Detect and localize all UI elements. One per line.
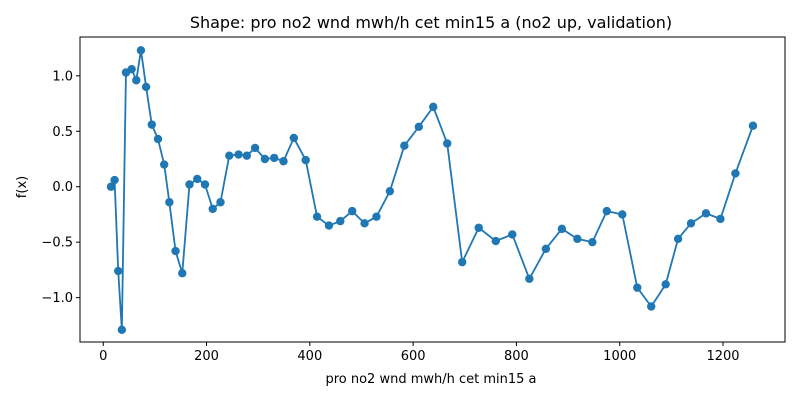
chart-title: Shape: pro no2 wnd mwh/h cet min15 a (no… (190, 13, 672, 32)
data-point (701, 209, 711, 218)
data-point (225, 151, 234, 160)
data-point (491, 236, 500, 246)
data-point (647, 302, 656, 311)
data-point (269, 153, 279, 163)
data-point (127, 64, 136, 74)
data-point (673, 234, 683, 244)
x-tick-label: 1000 (603, 349, 636, 364)
data-point (324, 221, 334, 230)
data-point (457, 257, 467, 267)
data-point (110, 175, 119, 185)
data-point (716, 214, 725, 224)
x-tick-label: 0 (99, 349, 107, 364)
x-tick-label: 800 (504, 349, 529, 364)
data-point (602, 206, 612, 216)
data-point (385, 186, 395, 196)
x-axis-label: pro no2 wnd mwh/h cet min15 a (325, 372, 536, 387)
data-point (153, 134, 163, 144)
data-point (525, 274, 534, 283)
data-point (731, 169, 740, 178)
data-point (312, 212, 322, 221)
data-point (200, 180, 210, 189)
data-point (336, 216, 345, 226)
plot-area: 0 200 400 600 800 1000 1200 −1.0 −0.5 0.0 0.5 1.0 (41, 36, 786, 364)
series-line (110, 49, 754, 331)
x-tick-label: 400 (297, 349, 322, 364)
data-point (429, 102, 438, 112)
data-point (557, 224, 567, 234)
data-point (301, 155, 310, 165)
data-point (541, 244, 551, 254)
data-point (216, 198, 225, 207)
y-tick-label: −0.5 (41, 236, 73, 251)
y-axis-label: f(x) (15, 176, 30, 198)
data-point (748, 121, 758, 130)
data-point (208, 204, 217, 214)
data-point (117, 325, 127, 334)
data-point (159, 160, 169, 169)
data-point (400, 141, 409, 150)
data-point (260, 154, 270, 164)
data-point (185, 180, 194, 189)
y-tick-label: 0.0 (52, 180, 73, 195)
data-point (360, 219, 369, 228)
x-tick-label: 1200 (706, 349, 739, 364)
y-tick-label: 1.0 (52, 69, 73, 84)
data-point (289, 133, 299, 143)
data-point (250, 143, 260, 153)
axes-frame (79, 36, 786, 343)
x-tick-label: 600 (401, 349, 426, 364)
data-point (193, 174, 202, 184)
data-point (633, 283, 642, 292)
x-tick-label: 200 (194, 349, 219, 364)
data-point (686, 219, 696, 228)
data-point (165, 198, 174, 207)
data-point (474, 223, 483, 232)
data-point (588, 237, 597, 247)
data-point (508, 230, 517, 239)
data-point (443, 139, 452, 148)
y-tick-label: 0.5 (52, 125, 73, 140)
data-point (618, 210, 627, 219)
data-point (234, 150, 243, 159)
data-point (132, 76, 141, 85)
data-point (372, 212, 381, 221)
data-point (114, 266, 123, 276)
data-point (141, 82, 151, 92)
data-point (171, 246, 180, 256)
data-point (106, 182, 116, 191)
data-point (661, 280, 670, 289)
data-point (242, 151, 252, 160)
data-point (178, 269, 187, 278)
data-point (147, 120, 156, 129)
data-point (414, 122, 424, 132)
data-point (279, 157, 288, 166)
data-point (347, 206, 357, 216)
y-tick-label: −1.0 (41, 291, 73, 306)
data-point (573, 234, 582, 244)
data-point (136, 46, 146, 55)
